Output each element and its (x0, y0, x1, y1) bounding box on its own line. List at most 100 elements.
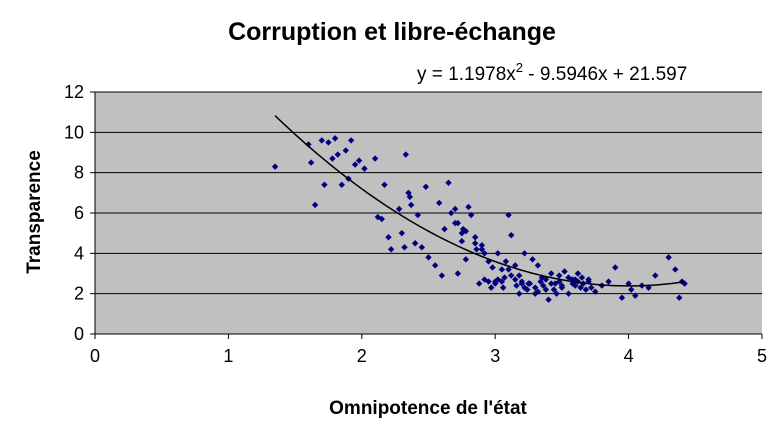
data-point (381, 181, 388, 188)
data-point (578, 274, 586, 281)
data-point (548, 280, 555, 287)
data-point (351, 161, 359, 168)
data-points (271, 135, 688, 303)
y-axis-title: Transparence (24, 150, 45, 274)
data-point (395, 205, 403, 213)
data-point (585, 276, 592, 283)
data-point (475, 280, 483, 287)
x-axis-ticks: 0 1 2 3 4 5 (90, 334, 767, 366)
data-point (406, 193, 414, 201)
data-point (540, 282, 547, 289)
data-point (401, 244, 408, 251)
data-point (485, 278, 492, 285)
data-point (516, 290, 523, 297)
data-point (447, 209, 455, 217)
x-tick-label: 0 (90, 346, 100, 366)
data-point (378, 215, 386, 223)
data-point (462, 227, 470, 235)
data-point (498, 278, 506, 285)
x-tick-label: 3 (490, 346, 500, 366)
data-point (508, 272, 515, 279)
data-point (612, 264, 619, 271)
data-point (561, 268, 568, 275)
data-point (537, 278, 544, 285)
gridlines (95, 91, 762, 295)
data-point (565, 274, 572, 281)
data-point (501, 274, 508, 281)
y-tick-label: 4 (74, 243, 84, 263)
data-point (398, 229, 406, 237)
data-point (652, 272, 659, 279)
data-point (438, 272, 446, 279)
chart-title: Corruption et libre-échange (228, 18, 556, 46)
data-point (492, 280, 499, 287)
trendline (274, 115, 685, 287)
data-point (489, 264, 496, 271)
data-point (325, 139, 332, 146)
data-point (494, 250, 502, 257)
data-point (592, 288, 599, 295)
data-point (665, 254, 672, 261)
data-point (321, 181, 328, 188)
data-point (518, 280, 526, 287)
data-point (462, 256, 470, 263)
data-point (458, 238, 466, 245)
data-point (681, 280, 688, 287)
data-point (565, 290, 572, 297)
x-tick-label: 5 (757, 346, 767, 366)
data-point (318, 137, 325, 144)
data-point (556, 272, 563, 279)
data-point (521, 284, 528, 291)
data-point (534, 262, 542, 269)
data-point (605, 278, 612, 285)
data-point (628, 286, 635, 293)
data-point (512, 276, 519, 283)
data-point (441, 225, 448, 233)
data-point (361, 165, 368, 172)
data-point (334, 151, 341, 158)
data-point (338, 181, 345, 188)
y-tick-label: 0 (74, 324, 84, 344)
y-tick-label: 8 (74, 163, 84, 183)
data-point (454, 270, 462, 277)
data-point (414, 211, 422, 219)
data-point (502, 258, 510, 265)
data-point (542, 276, 550, 283)
data-point (672, 266, 679, 273)
data-point (385, 234, 392, 241)
data-point (425, 254, 432, 261)
data-point (459, 225, 467, 233)
data-point (422, 183, 430, 190)
data-point (500, 284, 507, 291)
data-point (532, 284, 539, 291)
x-axis-title: Omnipotence de l'état (329, 398, 527, 419)
data-point (355, 157, 363, 164)
data-point (465, 203, 472, 211)
data-point (552, 280, 559, 287)
data-point (512, 262, 519, 269)
data-point (418, 244, 426, 251)
data-point (445, 179, 452, 186)
data-point (347, 137, 355, 144)
data-point (513, 282, 520, 289)
data-point (545, 296, 552, 303)
data-point (532, 290, 539, 297)
data-point (454, 219, 462, 227)
data-point (371, 155, 379, 162)
equation-exponent: 2 (516, 60, 523, 75)
data-point (582, 286, 590, 293)
data-point (676, 294, 683, 301)
data-point (467, 211, 475, 219)
data-point (407, 201, 415, 209)
data-point (481, 250, 488, 257)
data-point (478, 242, 486, 249)
data-point (473, 246, 480, 253)
data-point (505, 211, 512, 219)
data-point (329, 155, 336, 162)
data-point (521, 250, 528, 257)
data-point (431, 262, 439, 269)
x-tick-label: 1 (223, 346, 233, 366)
data-point (305, 141, 312, 148)
